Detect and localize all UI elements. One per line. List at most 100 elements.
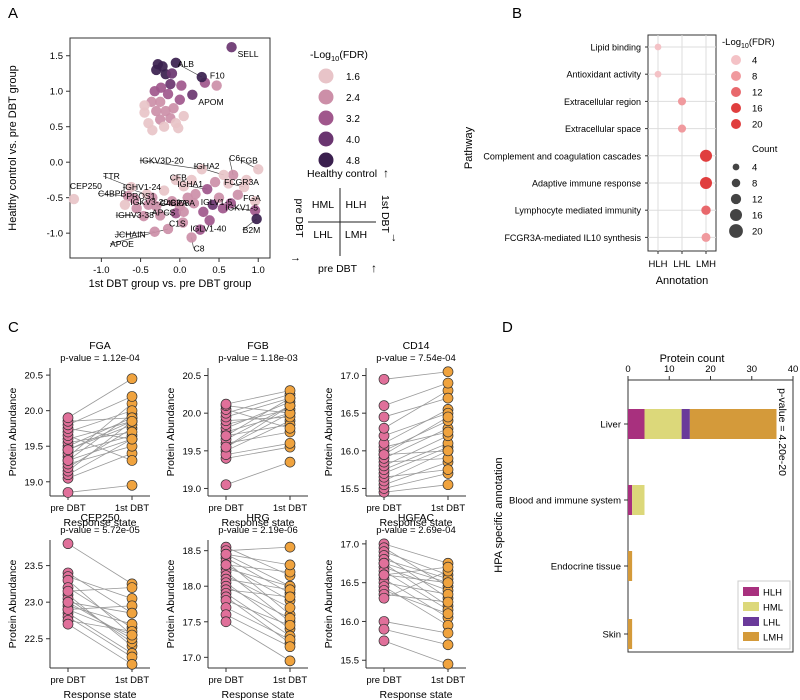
label-cep250: CEP250: [70, 181, 102, 191]
panel-b-ylabel: Pathway: [463, 126, 475, 169]
pre-dbt-point: [220, 398, 232, 410]
label-ighv3-38: IGHV3-38: [116, 210, 154, 220]
point-c8a: [151, 200, 162, 212]
subplot-pvalue: p-value = 2.19e-06: [218, 525, 298, 536]
pair-line: [225, 420, 291, 452]
pair-line: [67, 543, 133, 585]
subplot-ytick-label: 16.0: [341, 617, 360, 628]
pair-line: [383, 427, 449, 459]
subplot-xtick-label: 1st DBT: [273, 675, 308, 686]
post-dbt-point: [284, 602, 296, 613]
pre-dbt-point: [62, 538, 74, 550]
pair-line: [67, 438, 133, 461]
point-alb: [196, 71, 207, 83]
subplot-ytick-label: 16.5: [341, 578, 360, 589]
point-b2m: [251, 213, 262, 225]
panel-a-point: [170, 57, 182, 69]
subplot-xlabel: Response state: [64, 689, 137, 700]
subplot-xlabel: Response state: [380, 517, 453, 529]
label-fgb: FGB: [240, 155, 258, 165]
quadrant-cell-lhl: LHL: [313, 229, 332, 241]
panel-a-point: [162, 88, 174, 100]
pair-line: [225, 393, 291, 414]
panel-b-points: [654, 43, 713, 242]
panel-a-scatter: -1.0 -0.5 0.0 0.5 1.0 -1.0 -0.5 0.0 0.5 1.0 1.5 SE…: [7, 37, 401, 290]
panel-b-count-title: Count: [752, 144, 778, 155]
panel-d-ylabel: HPA specific annotation: [493, 457, 505, 572]
pair-line: [383, 473, 449, 489]
pair-line: [225, 561, 291, 615]
subplot-xtick-label: 1st DBT: [431, 503, 466, 514]
subplot-xtick-label: 1st DBT: [115, 675, 150, 686]
subplot-ylabel: Protein Abundance: [323, 559, 335, 648]
panel-b-legend: -Log10(FDR) 4 8 12 16 20 Count 4 8 12 16 20: [722, 37, 778, 238]
panel-b-annotation-labels: HLH LHL LMH: [648, 251, 716, 270]
label-c2: C2: [170, 197, 181, 207]
subplot-title: HRG: [246, 512, 269, 524]
label-iglv1-5: IGLV1-5: [201, 197, 233, 207]
subplot-ytick-label: 17.5: [183, 617, 202, 628]
panel-a-point: [225, 198, 236, 209]
pair-line: [67, 417, 133, 422]
subplot-xtick-label: pre DBT: [208, 675, 244, 686]
annotation-label: LHL: [673, 259, 690, 270]
label-c1s: C1S: [169, 219, 186, 229]
subplot-ylabel: Protein Abundance: [323, 387, 335, 476]
bar-lmh: [689, 409, 777, 439]
pair-line: [225, 585, 291, 619]
subplot-xtick-label: 1st DBT: [273, 503, 308, 514]
panel-a-legend-dot: [318, 68, 334, 84]
panel-a-point: [158, 121, 170, 132]
quadrant-top-label: Healthy control: [307, 168, 377, 180]
pair-line: [383, 562, 449, 584]
category-label: Blood and immune system: [509, 496, 621, 507]
pair-line: [225, 564, 291, 601]
leader-line: [114, 231, 155, 236]
subplot-ylabel: Protein Abundance: [165, 559, 177, 648]
panel-d-pvalue: p-value = 4.20e-20: [776, 388, 788, 476]
post-dbt-point: [284, 619, 296, 631]
subplot-ytick-label: 17.0: [183, 653, 202, 664]
panel-a-point: [168, 103, 179, 114]
pair-line: [225, 397, 291, 437]
pair-line: [225, 553, 291, 587]
panel-label-c: C: [8, 319, 19, 336]
pair-line: [225, 607, 291, 640]
point-c1s: [177, 217, 189, 228]
point-igkv1-5: [249, 205, 261, 216]
panel-b-legend-color-label: 20: [752, 120, 763, 131]
post-dbt-point: [442, 658, 454, 670]
panel-b-grid: [648, 35, 716, 251]
panel-a-xtick-label: -1.0: [93, 265, 109, 276]
post-dbt-point: [126, 479, 138, 491]
label-igkv3d-20: IGKV3D-20: [140, 155, 184, 165]
panel-b-legend-color-label: 4: [752, 56, 757, 67]
subplot-ytick-label: 17.0: [341, 539, 360, 550]
label-pros1: PROS1: [126, 191, 155, 201]
label-igkv3-20: IGKV3-20: [130, 197, 168, 207]
post-dbt-point: [442, 577, 454, 589]
panel-a-point: [147, 192, 158, 203]
point-apcs: [170, 208, 182, 219]
panel-b-point: [701, 205, 711, 215]
panel-a-legend-label: 4.0: [346, 135, 360, 146]
panel-d-legend: HLH HML LHL LMH: [737, 580, 791, 650]
panel-b-legend-count-dot: [729, 224, 743, 238]
panel-a-point: [178, 110, 189, 122]
subplot-ytick-label: 19.0: [183, 484, 202, 495]
panel-a-ticks: -1.0 -0.5 0.0 0.5 1.0 -1.0 -0.5 0.0 0.5 1.0 1.5: [47, 51, 265, 276]
panel-d-xtick-label: 20: [705, 364, 716, 375]
subplot-xtick-label: pre DBT: [208, 503, 244, 514]
pair-line: [67, 587, 133, 592]
post-dbt-point: [284, 392, 296, 404]
point-c8: [186, 232, 197, 243]
subplot-ylabel: Protein Abundance: [7, 559, 19, 648]
legend-swatch-hml: [743, 602, 759, 611]
panel-label-a: A: [8, 5, 18, 22]
post-dbt-point: [442, 377, 454, 389]
panel-a-point: [223, 178, 234, 189]
pre-dbt-point: [378, 411, 390, 423]
